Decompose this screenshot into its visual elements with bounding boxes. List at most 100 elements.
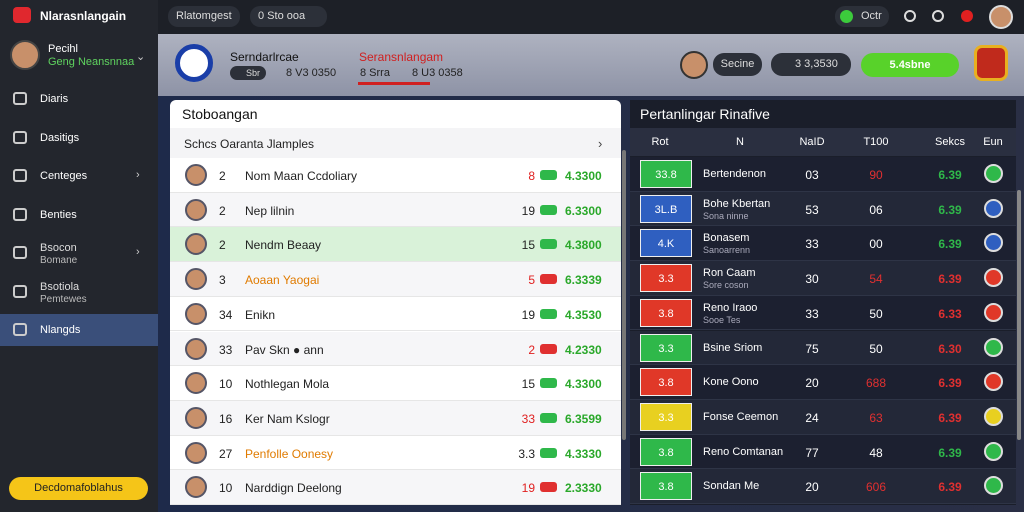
value: 4.3300 — [565, 169, 602, 183]
rank: 16 — [219, 411, 233, 426]
cell: 54 — [869, 272, 883, 287]
cell: 6.39 — [938, 480, 962, 495]
cell: 77 — [805, 445, 819, 460]
name: Aoaan Yaogai — [245, 273, 320, 288]
sub: Sanoarrenn — [703, 245, 751, 256]
row — [630, 261, 1016, 296]
cell: 06 — [869, 202, 883, 217]
menu-label: Nlangds — [40, 324, 81, 336]
name: Bonasem — [703, 232, 750, 245]
name: Reno Iraoo — [703, 301, 758, 314]
value: 4.3300 — [565, 377, 602, 392]
logo — [13, 7, 31, 23]
menu-label: Dasitigs — [40, 131, 80, 144]
tag: 3.3 — [640, 264, 692, 293]
rank: 10 — [219, 377, 233, 392]
menu-icon — [13, 284, 27, 298]
row — [630, 469, 1016, 504]
cell: 606 — [865, 480, 887, 495]
tag: 3.8 — [640, 472, 692, 501]
score: 33 — [521, 411, 535, 426]
header-button[interactable]: 5.4sbne — [861, 53, 959, 77]
menu-sub: Pemtewes — [40, 293, 87, 305]
name: Bohe Kbertan — [703, 197, 771, 210]
cell: 6.39 — [938, 410, 962, 425]
sub: Sooe Tes — [703, 314, 741, 325]
tag: 3.3 — [640, 402, 692, 431]
balance: 3 3,3530 — [771, 53, 851, 76]
icon[interactable] — [904, 10, 916, 22]
avatar — [185, 372, 207, 395]
name: Enikn — [245, 307, 276, 322]
row — [630, 191, 1016, 227]
icon — [984, 476, 1003, 496]
rank: 2 — [219, 238, 226, 253]
rank: 33 — [219, 342, 233, 357]
avatar — [185, 164, 207, 186]
cell: 688 — [865, 376, 887, 391]
dropdown[interactable]: 0 Sto ooa — [250, 6, 327, 27]
cell: 63 — [869, 410, 883, 425]
tab-badge: 8 Srra — [360, 67, 390, 79]
menu-label: Bsocon — [40, 242, 77, 254]
tab-score: 8 U3 0358 — [412, 67, 463, 79]
footer-button[interactable]: Decdomafoblahus — [9, 477, 148, 500]
menu-label: Benties — [40, 208, 77, 221]
icon[interactable] — [932, 10, 944, 22]
name: Nothlegan Mola — [245, 377, 330, 392]
tag: 3.8 — [640, 437, 692, 466]
team-logo — [175, 44, 213, 82]
name: Bertendenon — [703, 168, 766, 180]
column-header: N — [736, 136, 744, 148]
avatar — [185, 268, 207, 291]
chevron[interactable]: ⌄ — [136, 51, 146, 63]
avatar[interactable] — [989, 5, 1013, 29]
tag: 3.3 — [640, 333, 692, 362]
avatar — [10, 40, 40, 70]
cell: 24 — [805, 410, 819, 425]
icon — [984, 406, 1003, 426]
name: Fonse Ceemon — [703, 410, 779, 423]
menu-icon — [13, 92, 27, 105]
rank: 27 — [219, 446, 233, 461]
column-header: Rot — [651, 136, 669, 148]
menu-label: Bsotiola — [40, 280, 80, 293]
cell: 90 — [869, 168, 883, 182]
badge — [540, 447, 557, 458]
crest — [974, 45, 1008, 81]
score: 3.3 — [518, 446, 535, 461]
menu-icon — [13, 130, 27, 144]
score: 5 — [528, 273, 535, 288]
notification[interactable] — [961, 10, 973, 22]
rank: 34 — [219, 307, 233, 322]
cell: 6.39 — [938, 237, 962, 252]
cell: 6.39 — [938, 445, 962, 460]
name: Ker Nam Kslogr — [245, 411, 330, 426]
value: 4.3800 — [565, 238, 602, 253]
tab-underline — [358, 82, 430, 85]
cell: 03 — [805, 168, 819, 182]
column-header: NaID — [799, 136, 825, 148]
score: 15 — [521, 377, 535, 392]
badge — [540, 239, 557, 250]
status-dot — [840, 10, 853, 23]
value: 4.3330 — [565, 446, 602, 461]
score: 19 — [521, 307, 535, 322]
tag: 3L.B — [640, 194, 692, 223]
panel-subtitle: Schcs Oaranta Jlamples — [184, 137, 315, 151]
user[interactable]: Secine — [713, 53, 762, 76]
name: Penfolle Oonesy — [245, 446, 334, 461]
name: Nom Maan Ccdoliary — [245, 169, 358, 183]
name: Nendm Beaay — [245, 238, 322, 253]
search[interactable]: Rlatomgest — [168, 6, 240, 27]
chevron[interactable]: › — [598, 136, 603, 151]
team: Serndarlrcae — [230, 50, 299, 64]
icon — [984, 198, 1003, 218]
tab[interactable]: Seransnlangam — [359, 50, 444, 64]
score: 15 — [521, 238, 535, 253]
name: Bsine Sriom — [703, 341, 763, 354]
cell: 00 — [869, 237, 883, 252]
tag: 3.8 — [640, 298, 692, 327]
cell: 30 — [805, 272, 819, 287]
